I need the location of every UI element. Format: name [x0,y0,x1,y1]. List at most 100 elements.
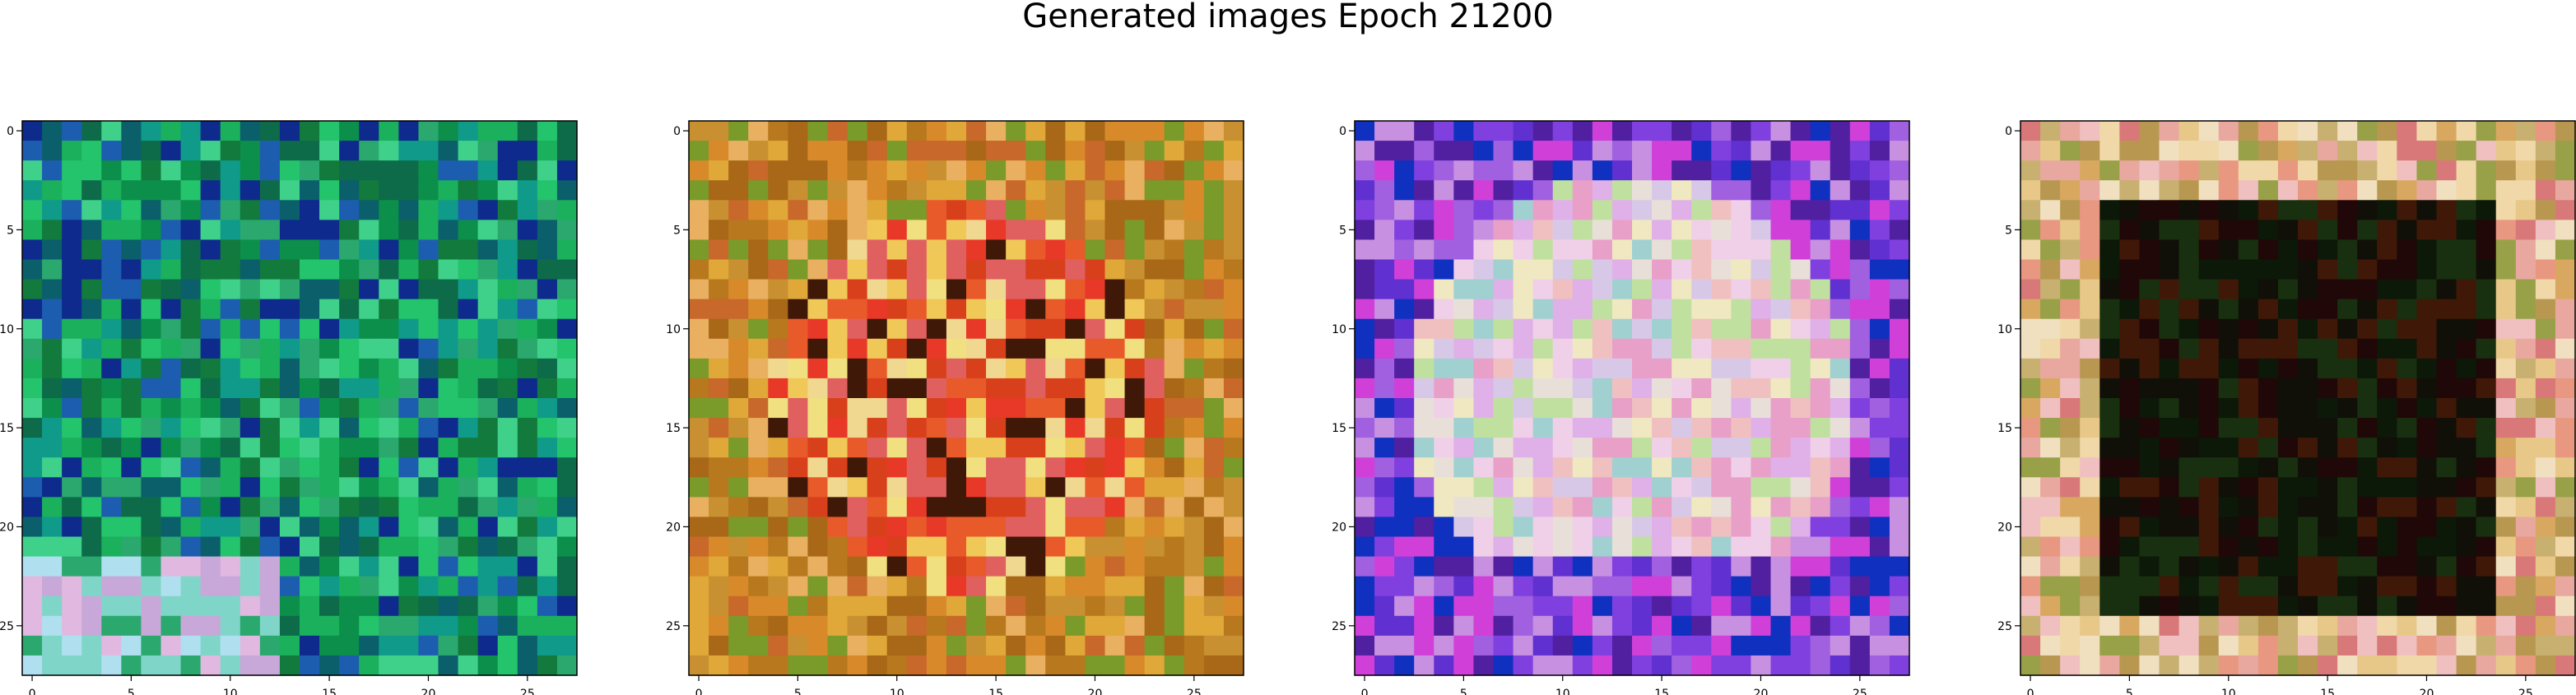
image-pixel [1513,635,1534,656]
image-pixel [2060,418,2081,438]
image-pixel [1830,438,1851,458]
image-pixel [2198,536,2220,558]
image-pixel [319,418,340,438]
image-pixel [458,655,479,676]
image-pixel [689,536,709,558]
image-pixel [986,318,1007,340]
image-pixel [2476,239,2497,261]
image-pixel [2257,556,2279,577]
image-pixel [2238,655,2259,676]
image-pixel [1006,635,1026,656]
image-pixel [1434,259,1454,280]
image-pixel [2495,536,2517,558]
image-pixel [2159,220,2180,241]
image-pixel [1532,418,1554,438]
image-pixel [1374,536,1395,558]
image-pixel [1572,497,1593,518]
image-pixel [1355,556,1375,577]
image-pixel [398,180,420,201]
image-pixel [2476,517,2497,538]
image-pixel [1711,457,1732,478]
image-pixel [300,438,320,458]
image-pixel [1434,141,1454,161]
image-pixel [1453,398,1475,419]
image-pixel [1183,318,1205,340]
image-pixel [2099,556,2120,577]
image-pixel [2257,378,2279,399]
image-pixel [1065,279,1086,300]
image-pixel [906,438,928,458]
image-pixel [319,160,340,181]
image-pixel [1751,338,1772,359]
image-pixel [1770,615,1792,637]
image-pixel [556,635,578,656]
image-pixel [1065,200,1086,220]
image-pixel [438,141,459,161]
image-pixel [81,398,102,419]
pixel-grid [1355,121,1910,676]
image-pixel [1223,338,1244,359]
image-pixel [517,438,538,458]
image-pixel [438,160,459,181]
image-pixel [2159,595,2180,617]
image-pixel [279,655,300,676]
image-pixel [2456,220,2477,241]
image-pixel [2119,299,2141,320]
image-pixel [81,477,102,498]
image-pixel [497,595,518,617]
image-pixel [497,418,518,438]
image-pixel [121,517,142,538]
image-pixel [239,655,261,676]
image-pixel [1830,160,1851,181]
image-pixel [2416,318,2438,340]
x-tick-label: 10 [890,688,904,695]
image-pixel [1164,418,1185,438]
image-pixel [160,477,182,498]
image-pixel [2436,438,2457,458]
image-pixel [847,438,868,458]
image-pixel [1810,121,1831,141]
image-pixel [1552,160,1574,181]
image-pixel [22,576,43,597]
image-pixel [946,517,967,538]
image-pixel [886,576,908,597]
image-pixel [2198,259,2220,280]
image-pixel [1532,497,1554,518]
image-pixel [788,517,809,538]
image-pixel [1552,655,1574,676]
image-pixel [1045,299,1066,320]
image-pixel [1770,279,1792,300]
image-pixel [1672,200,1692,220]
image-pixel [827,378,849,399]
image-pixel [1183,220,1205,241]
image-pixel [160,160,182,181]
image-pixel [2397,398,2418,419]
image-pixel [2495,595,2517,617]
image-pixel [2040,536,2061,558]
image-pixel [1830,299,1851,320]
image-pixel [319,338,340,359]
image-pixel [1374,160,1395,181]
image-pixel [689,398,709,419]
image-pixel [1513,318,1534,340]
image-pixel [807,457,829,478]
image-pixel [418,635,439,656]
image-pixel [2080,358,2100,379]
x-tick-label: 20 [421,688,436,695]
image-pixel [62,615,82,637]
image-pixel [1124,259,1146,280]
image-pixel [1611,180,1633,201]
image-pixel [398,121,420,141]
image-pixel [1513,457,1534,478]
image-pixel [1751,299,1772,320]
image-pixel [709,160,729,181]
image-pixel [1770,160,1792,181]
image-pixel [418,141,439,161]
image-pixel [477,141,499,161]
image-pixel [42,338,63,359]
image-pixel [2515,121,2536,141]
image-pixel [1453,477,1475,498]
image-pixel [1513,655,1534,676]
image-pixel [2318,121,2338,141]
image-pixel [2198,595,2220,617]
